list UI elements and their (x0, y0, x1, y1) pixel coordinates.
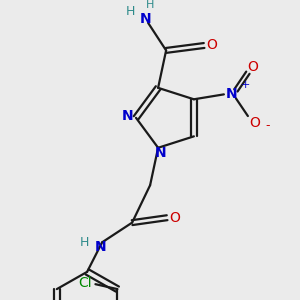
Text: N: N (226, 87, 238, 101)
Text: O: O (248, 60, 258, 74)
Text: N: N (94, 240, 106, 254)
Text: H: H (125, 4, 135, 17)
Text: O: O (250, 116, 260, 130)
Text: H: H (146, 0, 154, 10)
Text: O: O (170, 211, 181, 225)
Text: N: N (122, 109, 134, 123)
Text: +: + (241, 80, 250, 89)
Text: N: N (139, 12, 151, 26)
Text: H: H (80, 236, 89, 249)
Text: N: N (154, 146, 166, 160)
Text: O: O (207, 38, 218, 52)
Text: Cl: Cl (79, 276, 92, 290)
Text: -: - (266, 119, 270, 132)
